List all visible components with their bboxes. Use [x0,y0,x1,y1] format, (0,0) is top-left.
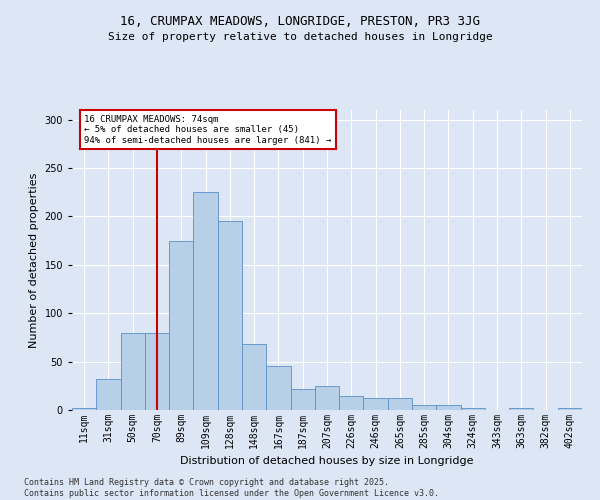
Bar [242,344,266,410]
Bar [169,240,193,410]
Text: Contains HM Land Registry data © Crown copyright and database right 2025.
Contai: Contains HM Land Registry data © Crown c… [24,478,439,498]
Bar [193,192,218,410]
Bar [558,408,582,410]
Bar [315,386,339,410]
Bar [266,366,290,410]
Y-axis label: Number of detached properties: Number of detached properties [29,172,39,348]
Bar [218,222,242,410]
Bar [436,405,461,410]
X-axis label: Distribution of detached houses by size in Longridge: Distribution of detached houses by size … [180,456,474,466]
Bar [96,379,121,410]
Bar [388,398,412,410]
Bar [509,408,533,410]
Bar [72,408,96,410]
Text: 16 CRUMPAX MEADOWS: 74sqm
← 5% of detached houses are smaller (45)
94% of semi-d: 16 CRUMPAX MEADOWS: 74sqm ← 5% of detach… [84,115,331,144]
Text: 16, CRUMPAX MEADOWS, LONGRIDGE, PRESTON, PR3 3JG: 16, CRUMPAX MEADOWS, LONGRIDGE, PRESTON,… [120,15,480,28]
Bar [145,332,169,410]
Bar [412,405,436,410]
Bar [290,388,315,410]
Bar [121,332,145,410]
Text: Size of property relative to detached houses in Longridge: Size of property relative to detached ho… [107,32,493,42]
Bar [339,396,364,410]
Bar [461,408,485,410]
Bar [364,398,388,410]
